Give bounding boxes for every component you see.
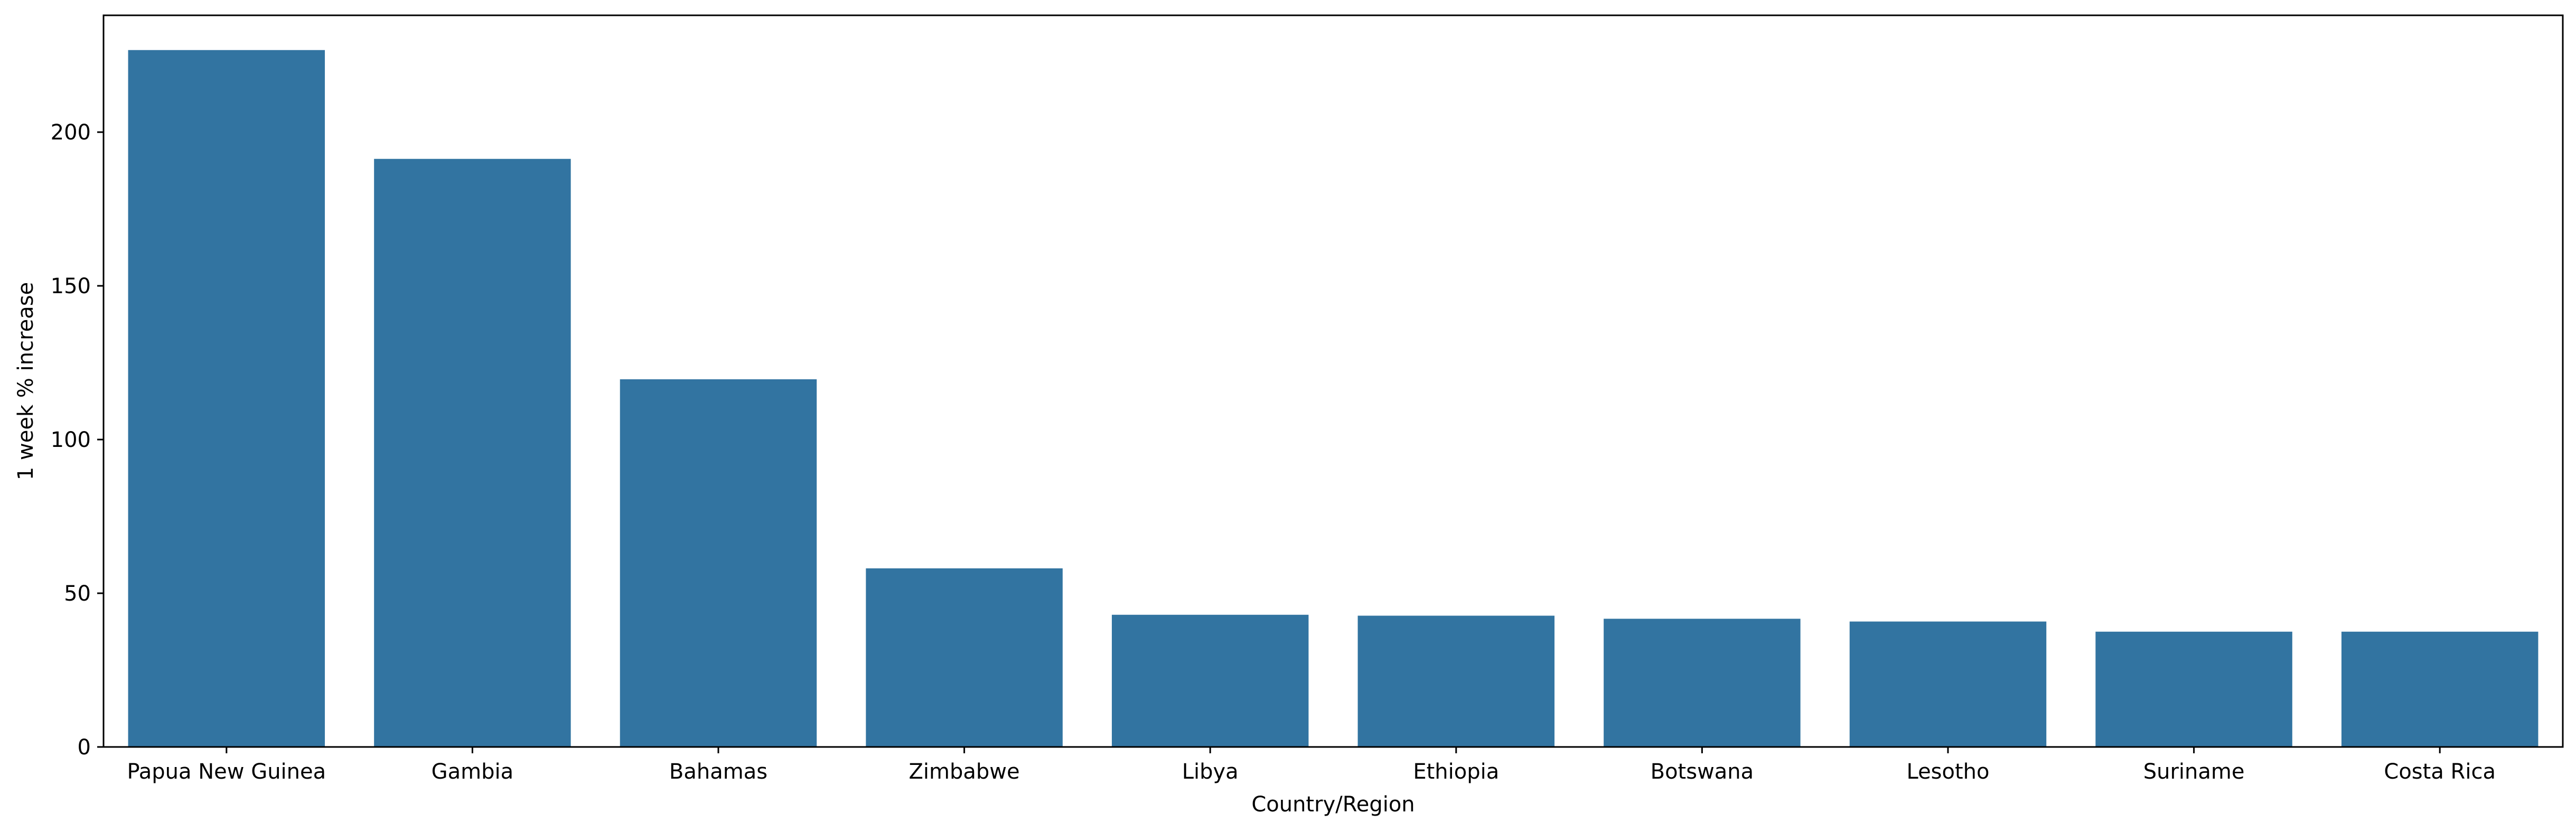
x-tick-label: Ethiopia bbox=[1413, 760, 1499, 784]
bar bbox=[2341, 631, 2538, 747]
bar bbox=[128, 50, 325, 747]
bar bbox=[2095, 631, 2292, 747]
bar bbox=[866, 568, 1063, 747]
x-tick-label: Zimbabwe bbox=[909, 760, 1020, 784]
bar bbox=[1357, 615, 1555, 747]
y-tick-label: 50 bbox=[64, 582, 91, 606]
y-axis-label: 1 week % increase bbox=[14, 282, 38, 480]
x-axis-ticks: Papua New Guinea Gambia Bahamas Zimbabwe Lib… bbox=[127, 747, 2496, 784]
y-tick-label: 100 bbox=[51, 428, 91, 452]
x-tick-label: Lesotho bbox=[1906, 760, 1989, 784]
x-axis-label: Country/Region bbox=[1251, 792, 1415, 817]
x-tick-label: Papua New Guinea bbox=[127, 760, 326, 784]
x-tick-label: Suriname bbox=[2143, 760, 2245, 784]
bar bbox=[1604, 619, 1801, 747]
y-tick-label: 200 bbox=[51, 120, 91, 145]
x-tick-label: Libya bbox=[1182, 760, 1239, 784]
y-axis-ticks: 0 50 100 150 200 bbox=[51, 120, 104, 760]
plot-frame bbox=[102, 14, 2564, 748]
x-tick-label: Bahamas bbox=[669, 760, 767, 784]
x-tick-label: Gambia bbox=[432, 760, 514, 784]
bars-group bbox=[128, 50, 2538, 747]
bar bbox=[1111, 614, 1309, 747]
bar bbox=[620, 379, 817, 747]
bar bbox=[374, 158, 571, 747]
y-tick-label: 150 bbox=[51, 274, 91, 298]
y-tick-label: 0 bbox=[78, 735, 91, 760]
bar bbox=[1849, 621, 2047, 747]
x-tick-label: Costa Rica bbox=[2384, 760, 2496, 784]
x-tick-label: Botswana bbox=[1651, 760, 1754, 784]
